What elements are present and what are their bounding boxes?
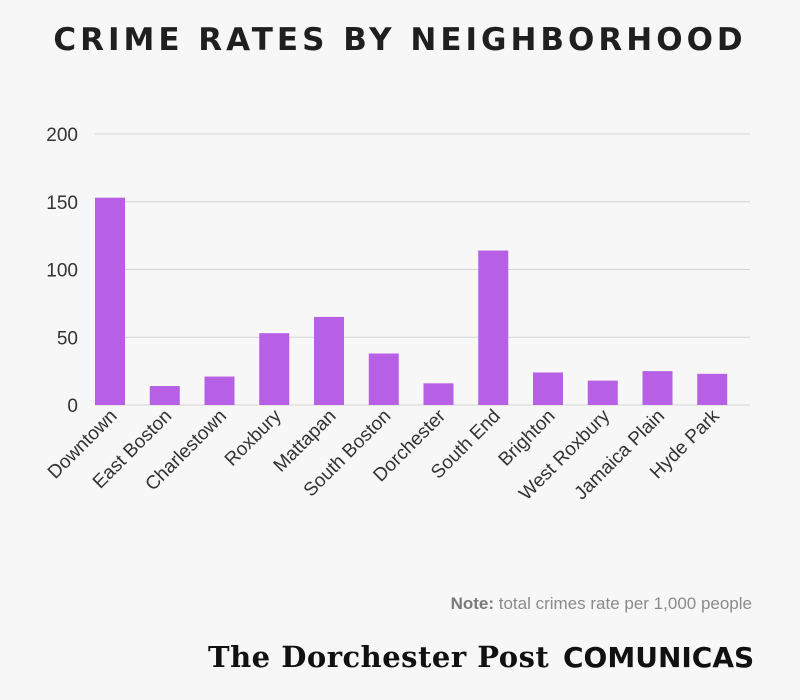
y-tick-label: 200 [46,125,78,146]
bar [204,376,235,405]
y-axis-ticks: 0 50 100 150 200 [46,125,78,417]
dorchester-post-logo: The Dorchester Post [208,640,550,674]
bars [95,197,728,405]
note-text: total crimes rate per 1,000 people [494,594,752,613]
y-tick-label: 100 [46,261,78,282]
y-tick-label: 150 [46,193,78,214]
bar [587,380,618,405]
comunicas-logo: COMUNICAS [563,641,755,674]
note-label: Note: [450,594,495,613]
bar [95,197,125,405]
bar [259,333,290,405]
y-tick-label: 0 [67,396,78,417]
bar [423,383,454,405]
bar [149,386,180,405]
bar [642,371,673,405]
chart-title: CRIME RATES BY NEIGHBORHOOD [53,22,747,58]
bar [697,373,728,405]
bar [368,353,399,405]
footnote: Note: total crimes rate per 1,000 people [451,594,752,614]
grid-lines [95,133,750,406]
bar [478,250,509,405]
bar [314,316,344,405]
bar [533,372,563,405]
y-tick-label: 50 [57,328,78,349]
